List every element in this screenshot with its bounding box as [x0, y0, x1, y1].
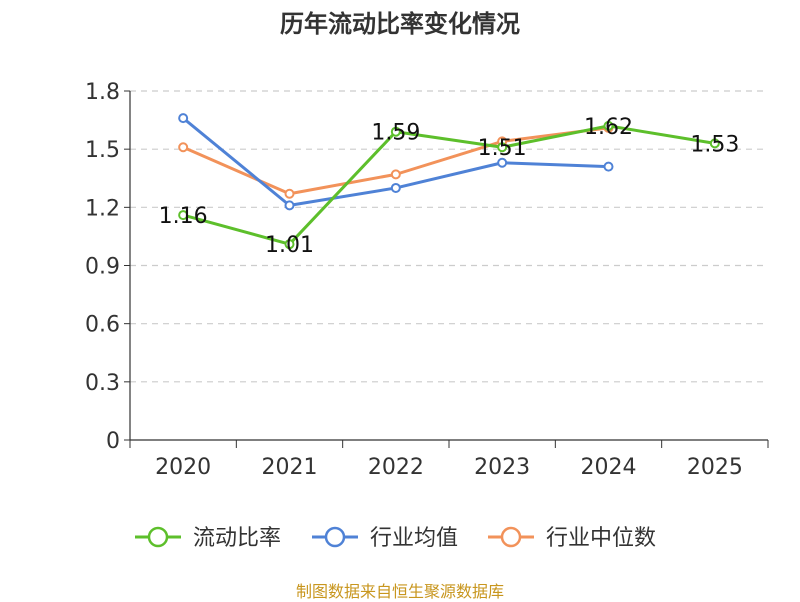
legend-marker-1	[324, 526, 346, 548]
data-label: 1.51	[478, 136, 527, 161]
y-tick-label: 0.3	[85, 371, 120, 396]
data-label: 1.62	[584, 115, 633, 140]
data-point	[284, 239, 295, 250]
legend: 流动比率 行业均值 行业中位数	[135, 526, 656, 551]
legend-label-1: 行业均值	[370, 526, 458, 551]
data-point	[284, 200, 295, 211]
legend-marker-2	[500, 526, 522, 548]
data-point	[603, 161, 614, 172]
x-tick-label: 2020	[155, 455, 211, 480]
data-point	[178, 142, 189, 153]
y-tick-label: 1.2	[85, 196, 120, 221]
x-tick-label: 2024	[581, 455, 637, 480]
y-tick-label: 0.6	[85, 313, 120, 338]
data-point	[497, 142, 508, 153]
data-point	[709, 138, 720, 149]
data-label: 1.16	[159, 204, 208, 229]
x-tick-label: 2023	[474, 455, 530, 480]
y-tick-label: 1.5	[85, 138, 120, 163]
data-point	[497, 157, 508, 168]
y-tick-label: 0.9	[85, 255, 120, 280]
data-point	[390, 182, 401, 193]
x-tick-label: 2022	[368, 455, 424, 480]
data-point	[284, 188, 295, 199]
x-tick-label: 2025	[687, 455, 743, 480]
series-line-0	[182, 124, 716, 246]
chart-title: 历年流动比率变化情况	[280, 10, 520, 38]
grid-lines	[130, 90, 768, 383]
data-label: 1.01	[265, 233, 314, 258]
y-tick-label: 1.8	[85, 80, 120, 105]
data-point	[603, 120, 614, 131]
data-point	[178, 113, 189, 124]
legend-label-2: 行业中位数	[546, 526, 656, 551]
data-point	[390, 126, 401, 137]
source-note: 制图数据来自恒生聚源数据库	[295, 582, 504, 601]
y-tick-label: 0	[106, 429, 120, 454]
legend-marker-0	[147, 526, 169, 548]
axes: 0 0.3 0.6 0.9 1.2 1.5 1.8 2020 2021 2022 2023 2024 2…	[85, 80, 769, 480]
series-layer	[178, 113, 720, 250]
data-point	[178, 210, 189, 221]
data-label: 1.53	[690, 132, 739, 157]
data-point	[390, 169, 401, 180]
data-label: 1.59	[371, 121, 420, 146]
data-labels: 1.16 1.01 1.59 1.51 1.62 1.53	[159, 115, 740, 258]
legend-label-0: 流动比率	[193, 526, 281, 551]
x-tick-label: 2021	[262, 455, 318, 480]
